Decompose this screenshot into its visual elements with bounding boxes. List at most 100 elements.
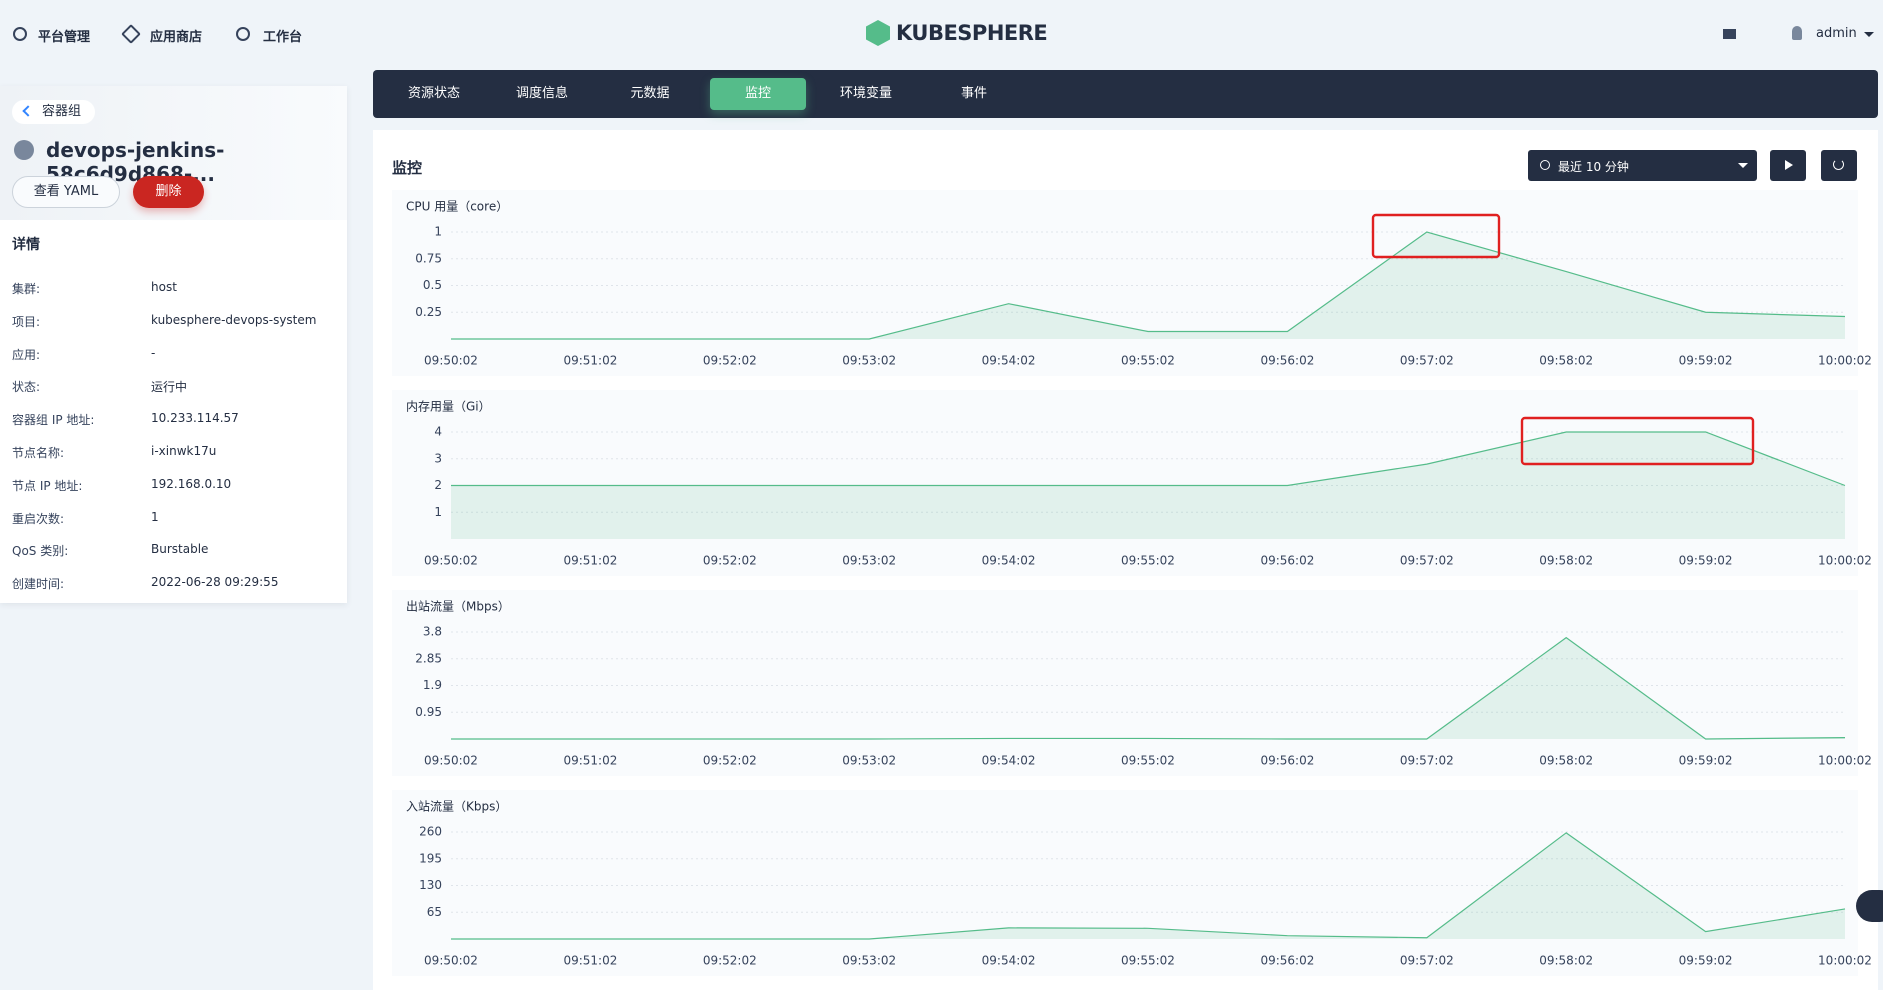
x-tick-label: 09:50:02 bbox=[424, 554, 478, 568]
x-tick-label: 09:51:02 bbox=[563, 754, 617, 768]
logo[interactable]: KUBESPHERE bbox=[896, 21, 1048, 45]
x-tick-label: 09:55:02 bbox=[1121, 954, 1175, 968]
tab[interactable]: 资源状态 bbox=[407, 86, 460, 101]
chart-title: 内存用量（Gi） bbox=[406, 400, 491, 414]
x-tick-label: 09:55:02 bbox=[1121, 754, 1175, 768]
x-tick-label: 09:53:02 bbox=[842, 954, 896, 968]
detail-value: 1 bbox=[151, 509, 159, 524]
highlight-box bbox=[1520, 416, 1755, 466]
y-tick-label: 3 bbox=[434, 451, 442, 465]
back-button[interactable]: 容器组 bbox=[12, 100, 96, 124]
tab-bar: 资源状态 调度信息 元数据 监控 环境变量 事件 bbox=[373, 70, 1878, 118]
y-tick-label: 195 bbox=[419, 851, 442, 865]
caret bbox=[1738, 163, 1748, 173]
y-tick-label: 4 bbox=[434, 425, 442, 439]
x-tick-label: 09:51:02 bbox=[563, 954, 617, 968]
line bbox=[451, 431, 1846, 487]
area bbox=[451, 637, 1845, 739]
clock-icon bbox=[1540, 160, 1550, 170]
detail-label: 重启次数: bbox=[12, 511, 65, 526]
time-select[interactable]: 最近 10 分钟 bbox=[1528, 150, 1757, 181]
detail-value: 2022-06-28 09:29:55 bbox=[151, 575, 279, 590]
x-tick-label: 10:00:02 bbox=[1818, 554, 1872, 568]
x-tick-label: 09:54:02 bbox=[982, 754, 1036, 768]
x-tick-label: 09:56:02 bbox=[1260, 354, 1314, 368]
x-tick-label: 09:57:02 bbox=[1400, 554, 1454, 568]
doc-icon[interactable] bbox=[1723, 29, 1736, 39]
y-tick-label: 0.75 bbox=[415, 251, 442, 265]
detail-value: host bbox=[151, 280, 177, 294]
y-tick-label: 130 bbox=[419, 878, 442, 892]
chart-background bbox=[392, 590, 1858, 776]
detail-label: 集群: bbox=[12, 282, 41, 296]
delete-button[interactable]: 删除 bbox=[133, 176, 204, 208]
line bbox=[451, 832, 1846, 940]
detail-value: 10.233.114.57 bbox=[151, 411, 239, 426]
tab[interactable]: 调度信息 bbox=[515, 86, 568, 101]
x-tick-label: 10:00:02 bbox=[1818, 754, 1872, 768]
detail-label: 状态: bbox=[12, 380, 41, 395]
tab[interactable]: 事件 bbox=[960, 86, 987, 101]
y-tick-label: 0.25 bbox=[415, 305, 442, 319]
refresh-button[interactable] bbox=[1821, 150, 1857, 181]
chart-background bbox=[392, 790, 1858, 976]
x-tick-label: 09:59:02 bbox=[1679, 754, 1733, 768]
nav-item[interactable]: 平台管理 bbox=[38, 30, 91, 45]
detail-value: Burstable bbox=[151, 542, 209, 557]
chart-title: 入站流量（Kbps） bbox=[406, 800, 507, 814]
detail-label: 项目: bbox=[12, 314, 41, 329]
y-tick-label: 2.85 bbox=[415, 651, 442, 665]
x-tick-label: 09:56:02 bbox=[1260, 754, 1314, 768]
tab[interactable]: 监控 bbox=[710, 78, 806, 110]
x-tick-label: 09:53:02 bbox=[842, 754, 896, 768]
detail-value: i-xinwk17u bbox=[151, 444, 217, 458]
line bbox=[451, 231, 1846, 340]
x-tick-label: 09:52:02 bbox=[703, 354, 757, 368]
area bbox=[451, 832, 1845, 939]
x-tick-label: 09:55:02 bbox=[1121, 554, 1175, 568]
chart-title: 出站流量（Mbps） bbox=[406, 600, 510, 614]
x-tick-label: 09:54:02 bbox=[982, 554, 1036, 568]
float-tool[interactable] bbox=[1856, 890, 1883, 922]
x-tick-label: 09:56:02 bbox=[1260, 954, 1314, 968]
x-tick-label: 09:58:02 bbox=[1539, 554, 1593, 568]
play-button[interactable] bbox=[1770, 150, 1806, 181]
detail-label: 节点名称: bbox=[12, 446, 65, 460]
nav-item[interactable]: 应用商店 bbox=[150, 30, 203, 45]
x-tick-label: 09:54:02 bbox=[982, 954, 1036, 968]
nav-item[interactable]: 工作台 bbox=[263, 30, 303, 45]
x-tick-label: 09:58:02 bbox=[1539, 754, 1593, 768]
x-tick-label: 09:52:02 bbox=[703, 754, 757, 768]
x-tick-label: 09:50:02 bbox=[424, 354, 478, 368]
pod-icon bbox=[14, 140, 34, 160]
time-range: 最近 10 分钟 bbox=[1558, 160, 1629, 174]
detail-value: 192.168.0.10 bbox=[151, 476, 232, 491]
y-tick-label: 1 bbox=[434, 225, 442, 239]
detail-label: 容器组 IP 地址: bbox=[12, 413, 95, 428]
detail-label: 应用: bbox=[12, 347, 41, 362]
yaml-button[interactable]: 查看 YAML bbox=[12, 176, 120, 208]
y-tick-label: 65 bbox=[427, 905, 442, 919]
area bbox=[451, 232, 1845, 339]
play-icon bbox=[1785, 160, 1793, 170]
workbench-icon bbox=[236, 27, 250, 41]
x-tick-label: 09:59:02 bbox=[1679, 954, 1733, 968]
detail-label: QoS 类别: bbox=[12, 544, 69, 559]
x-tick-label: 09:51:02 bbox=[563, 354, 617, 368]
x-tick-label: 09:59:02 bbox=[1679, 354, 1733, 368]
chart-background bbox=[392, 390, 1858, 576]
user-name[interactable]: admin bbox=[1816, 26, 1857, 41]
x-tick-label: 09:52:02 bbox=[703, 954, 757, 968]
tab[interactable]: 环境变量 bbox=[839, 86, 892, 101]
y-tick-label: 1 bbox=[434, 505, 442, 519]
y-tick-label: 0.95 bbox=[415, 705, 442, 719]
x-tick-label: 09:53:02 bbox=[842, 554, 896, 568]
detail-value: kubesphere-devops-system bbox=[151, 312, 317, 327]
x-tick-label: 09:51:02 bbox=[563, 554, 617, 568]
x-tick-label: 09:50:02 bbox=[424, 954, 478, 968]
refresh-icon bbox=[1833, 159, 1844, 170]
x-tick-label: 09:58:02 bbox=[1539, 954, 1593, 968]
tab[interactable]: 元数据 bbox=[630, 86, 670, 101]
dropdown-caret bbox=[1864, 32, 1874, 42]
